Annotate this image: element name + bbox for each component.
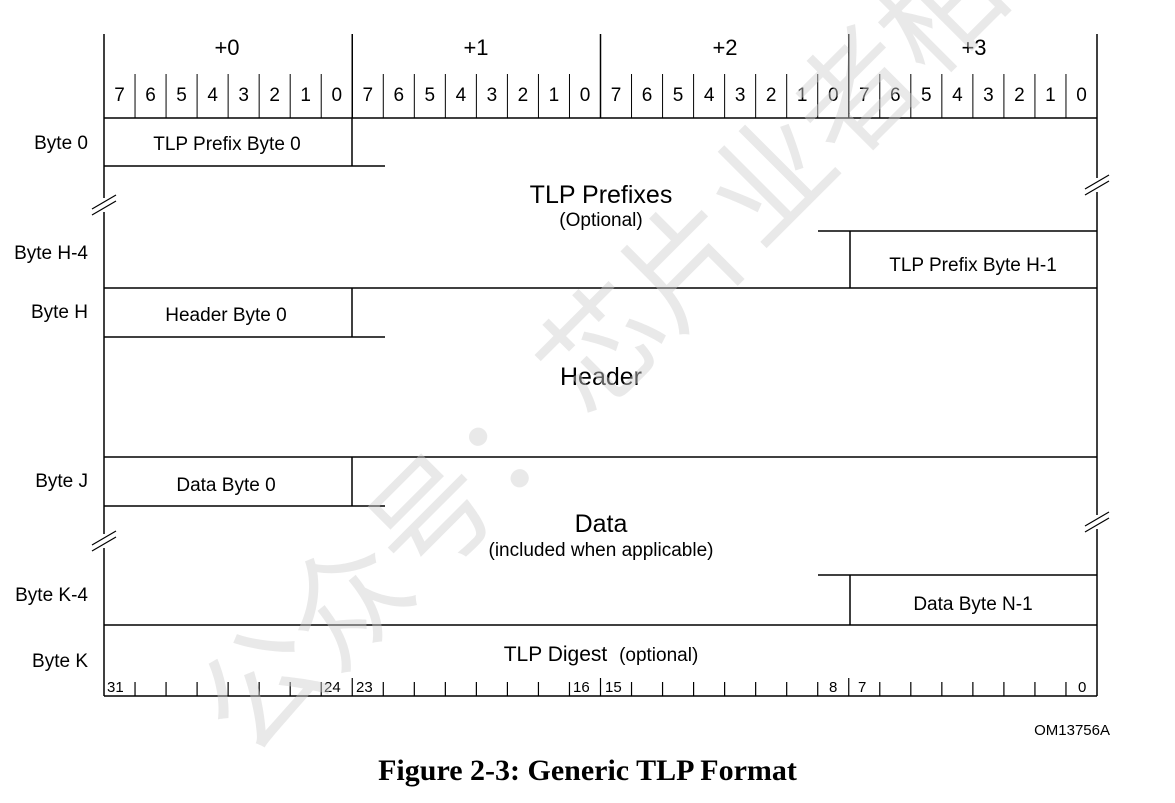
bit-label: 5: [921, 85, 932, 106]
ruler-label-8: 8: [829, 679, 837, 696]
field-tlp-prefixes-note: (Optional): [559, 210, 642, 231]
bit-label: 3: [735, 85, 746, 106]
byte-offset-2: +2: [712, 35, 737, 60]
bit-label: 2: [1014, 85, 1025, 106]
break-mark: [91, 200, 117, 216]
bit-label: 0: [1076, 85, 1087, 106]
field-tlp-digest-note: (optional): [619, 645, 698, 666]
ruler-label-31: 31: [107, 679, 124, 696]
ruler-label-16: 16: [573, 679, 590, 696]
field-header-byte-0: Header Byte 0: [165, 305, 286, 326]
bit-label: 1: [1045, 85, 1056, 106]
byte-offset-3: +3: [961, 35, 986, 60]
bit-label: 7: [362, 85, 373, 106]
bit-label: 2: [766, 85, 777, 106]
break-mark: [91, 536, 117, 552]
row-label-byte-j: Byte J: [35, 471, 88, 492]
bit-label: 6: [394, 85, 405, 106]
ruler-label-15: 15: [605, 679, 622, 696]
bit-label: 6: [145, 85, 156, 106]
bit-label: 1: [549, 85, 560, 106]
bit-label: 7: [611, 85, 622, 106]
field-tlp-digest-label: TLP Digest: [504, 643, 608, 666]
field-data-byte-0: Data Byte 0: [176, 475, 275, 496]
bit-label: 5: [673, 85, 684, 106]
field-tlp-prefix-byte-0: TLP Prefix Byte 0: [153, 134, 301, 155]
bit-label: 4: [952, 85, 963, 106]
byte-offset-1: +1: [463, 35, 488, 60]
bit-label: 7: [114, 85, 125, 106]
bit-label: 0: [828, 85, 839, 106]
bit-label: 4: [704, 85, 715, 106]
bit-label: 1: [797, 85, 808, 106]
field-tlp-prefixes: TLP Prefixes: [530, 181, 673, 209]
field-tlp-digest: TLP Digest (optional): [504, 643, 699, 666]
document-id: OM13756A: [1034, 722, 1110, 739]
figure-caption: Figure 2-3: Generic TLP Format: [378, 754, 797, 787]
bit-label: 6: [890, 85, 901, 106]
field-data-note: (included when applicable): [489, 540, 714, 561]
ruler-label-7: 7: [858, 679, 866, 696]
bit-label: 3: [487, 85, 498, 106]
row-label-byte-k-4: Byte K-4: [15, 585, 88, 606]
break-mark: [1084, 511, 1110, 527]
bit-label: 7: [859, 85, 870, 106]
bit-label: 0: [331, 85, 342, 106]
byte-offset-0: +0: [214, 35, 239, 60]
row-label-byte-k: Byte K: [32, 651, 88, 672]
field-tlp-prefix-byte-h-1: TLP Prefix Byte H-1: [889, 255, 1057, 276]
bit-label: 4: [456, 85, 467, 106]
bit-label: 2: [518, 85, 529, 106]
break-mark: [91, 530, 117, 546]
field-data-byte-n-1: Data Byte N-1: [913, 594, 1032, 615]
ruler-label-24: 24: [324, 679, 341, 696]
row-label-byte-0: Byte 0: [34, 133, 88, 154]
bit-label: 0: [580, 85, 591, 106]
ruler-label-23: 23: [356, 679, 373, 696]
bit-ruler: [134, 678, 1067, 696]
bit-label: 2: [269, 85, 280, 106]
bit-label: 4: [207, 85, 218, 106]
bit-label: 5: [425, 85, 436, 106]
ruler-label-0: 0: [1078, 679, 1086, 696]
break-mark: [1084, 180, 1110, 196]
bit-label: 5: [176, 85, 187, 106]
break-mark: [1084, 174, 1110, 190]
bit-label: 1: [300, 85, 311, 106]
field-header: Header: [560, 363, 642, 391]
bit-label: 3: [983, 85, 994, 106]
bit-label: 3: [238, 85, 249, 106]
break-mark: [91, 194, 117, 210]
bit-label: 6: [642, 85, 653, 106]
row-label-byte-h: Byte H: [31, 302, 88, 323]
row-label-byte-h-4: Byte H-4: [14, 243, 88, 264]
break-mark: [1084, 517, 1110, 533]
field-data: Data: [575, 510, 628, 538]
